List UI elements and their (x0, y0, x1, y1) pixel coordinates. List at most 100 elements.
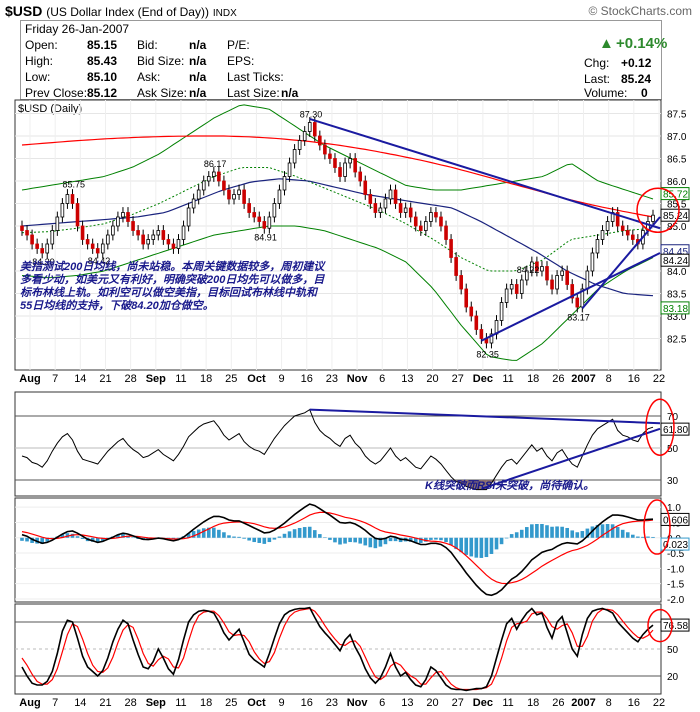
price-xaxis-label: Dec (473, 373, 493, 385)
macd-histogram-bar (232, 536, 236, 538)
price-candle-body (418, 225, 423, 231)
price-xaxis-label: 28 (125, 373, 137, 385)
macd-histogram-bar (615, 527, 620, 538)
price-ytick-label: 86.0 (667, 177, 687, 188)
price-candle-body (292, 149, 297, 164)
price-candle-body (111, 225, 115, 236)
rsi-oversold-fill (471, 480, 477, 490)
rsi-annotation: K线突破而RSI未突破，尚待确认。 (425, 479, 594, 492)
price-candle-body (514, 284, 519, 294)
macd-histogram-bar (353, 537, 357, 543)
price-xaxis-label: 16 (301, 373, 313, 385)
macd-histogram-bar (212, 527, 216, 538)
highlight-circle-stoch (647, 608, 673, 643)
price-candle-body (550, 279, 554, 290)
macd-histogram-bar (121, 534, 125, 538)
highlight-circle-macd (643, 499, 671, 555)
price-right-tag: 84.24 (663, 256, 688, 267)
highlight-circle-price (636, 187, 680, 233)
bollinger-lower-line (21, 225, 654, 361)
price-candle-body (504, 288, 509, 303)
bottom-xaxis-label: Dec (473, 697, 493, 709)
macd-histogram-bar (277, 536, 282, 538)
bollinger-middle-line (21, 167, 654, 272)
price-candle-body (25, 230, 29, 236)
rsi-resistance-trendline (309, 408, 661, 425)
price-candle-body (186, 207, 191, 227)
copyright: © StockCharts.com (588, 4, 692, 18)
price-annotation-line: 美指测试200日均线，尚未站稳。本周关键数据较多，周初建议 (20, 260, 326, 273)
price-candle-body (545, 266, 549, 281)
macd-right-tag: 0.606 (663, 515, 688, 526)
macd-histogram-bar (383, 537, 388, 545)
price-candle-body (408, 207, 413, 218)
macd-histogram-bar (479, 537, 484, 558)
quote-bidsize-value: n/a (189, 54, 207, 68)
quote-last-label: Last: (584, 72, 611, 86)
price-candle-body (530, 261, 534, 272)
quote-bid-value: n/a (189, 38, 207, 52)
macd-histogram-bar (605, 524, 610, 538)
price-candle-body (176, 239, 181, 249)
price-xaxis-label: 26 (552, 373, 564, 385)
quote-lastsize-label: Last Size: (227, 86, 280, 100)
price-ytick-label: 83.5 (667, 290, 687, 301)
rsi-panel-frame (14, 391, 662, 497)
price-xaxis-label: Aug (19, 373, 40, 385)
bottom-xaxis-label: 20 (426, 697, 438, 709)
price-candle-body (156, 230, 161, 236)
price-xaxis-label: 13 (401, 373, 413, 385)
price-candle-body (212, 171, 216, 177)
macd-histogram-bar (146, 537, 150, 540)
price-candle-body (30, 234, 34, 245)
price-candle-body (590, 252, 595, 272)
macd-histogram-bar (363, 537, 368, 546)
quote-volume-label: Volume: (584, 86, 628, 100)
price-candle-body (237, 189, 241, 195)
price-candle-body (620, 225, 625, 231)
bottom-xaxis-label: 13 (401, 697, 413, 709)
price-point-label: 83.17 (567, 312, 590, 322)
quote-bidsize-label: Bid Size: (137, 54, 185, 68)
price-candle-body (131, 221, 135, 231)
price-candle-body (524, 270, 529, 281)
macd-histogram-bar (45, 537, 50, 542)
macd-histogram-bar (413, 537, 418, 543)
price-xaxis-label: 25 (225, 373, 237, 385)
price-xaxis-label: 7 (52, 373, 58, 385)
price-candle-body (191, 198, 196, 209)
price-point-label: 86.17 (204, 159, 227, 169)
bottom-xaxis-label: 21 (99, 697, 111, 709)
price-candle-body (625, 230, 630, 236)
macd-histogram-bar (519, 529, 524, 538)
price-candle-body (474, 315, 479, 330)
bottom-xaxis-label: Aug (19, 697, 40, 709)
price-candle-body (50, 230, 55, 245)
macd-histogram-bar (267, 537, 272, 543)
macd-histogram-bar (318, 534, 322, 538)
price-right-tag: 84.45 (663, 247, 688, 258)
macd-hist-tag: 0.023 (663, 540, 688, 551)
price-point-label: 84.22 (517, 265, 540, 275)
macd-histogram-bar (297, 527, 302, 538)
price-candle-body (95, 248, 100, 254)
price-xaxis-label: 18 (200, 373, 212, 385)
price-candle-body (600, 230, 605, 240)
price-candle-body (80, 225, 85, 240)
quote-pe-label: P/E: (227, 38, 250, 52)
quote-bid-label: Bid: (137, 38, 158, 52)
macd-histogram-bar (348, 537, 352, 543)
macd-histogram-bar (287, 531, 292, 538)
macd-histogram-bar (328, 537, 332, 540)
macd-histogram-bar (75, 536, 80, 538)
quote-ask-label: Ask: (137, 70, 161, 84)
macd-histogram-bar (545, 525, 549, 538)
bottom-xaxis-label: 11 (502, 697, 513, 709)
macd-histogram-bar (565, 527, 569, 538)
price-xaxis-label: 6 (379, 373, 385, 385)
quote-prev-value: 85.12 (87, 86, 118, 100)
macd-histogram-bar (484, 537, 489, 558)
price-candle-body (196, 189, 201, 200)
price-candle-body (454, 257, 458, 276)
price-xaxis-label: Sep (146, 373, 166, 385)
